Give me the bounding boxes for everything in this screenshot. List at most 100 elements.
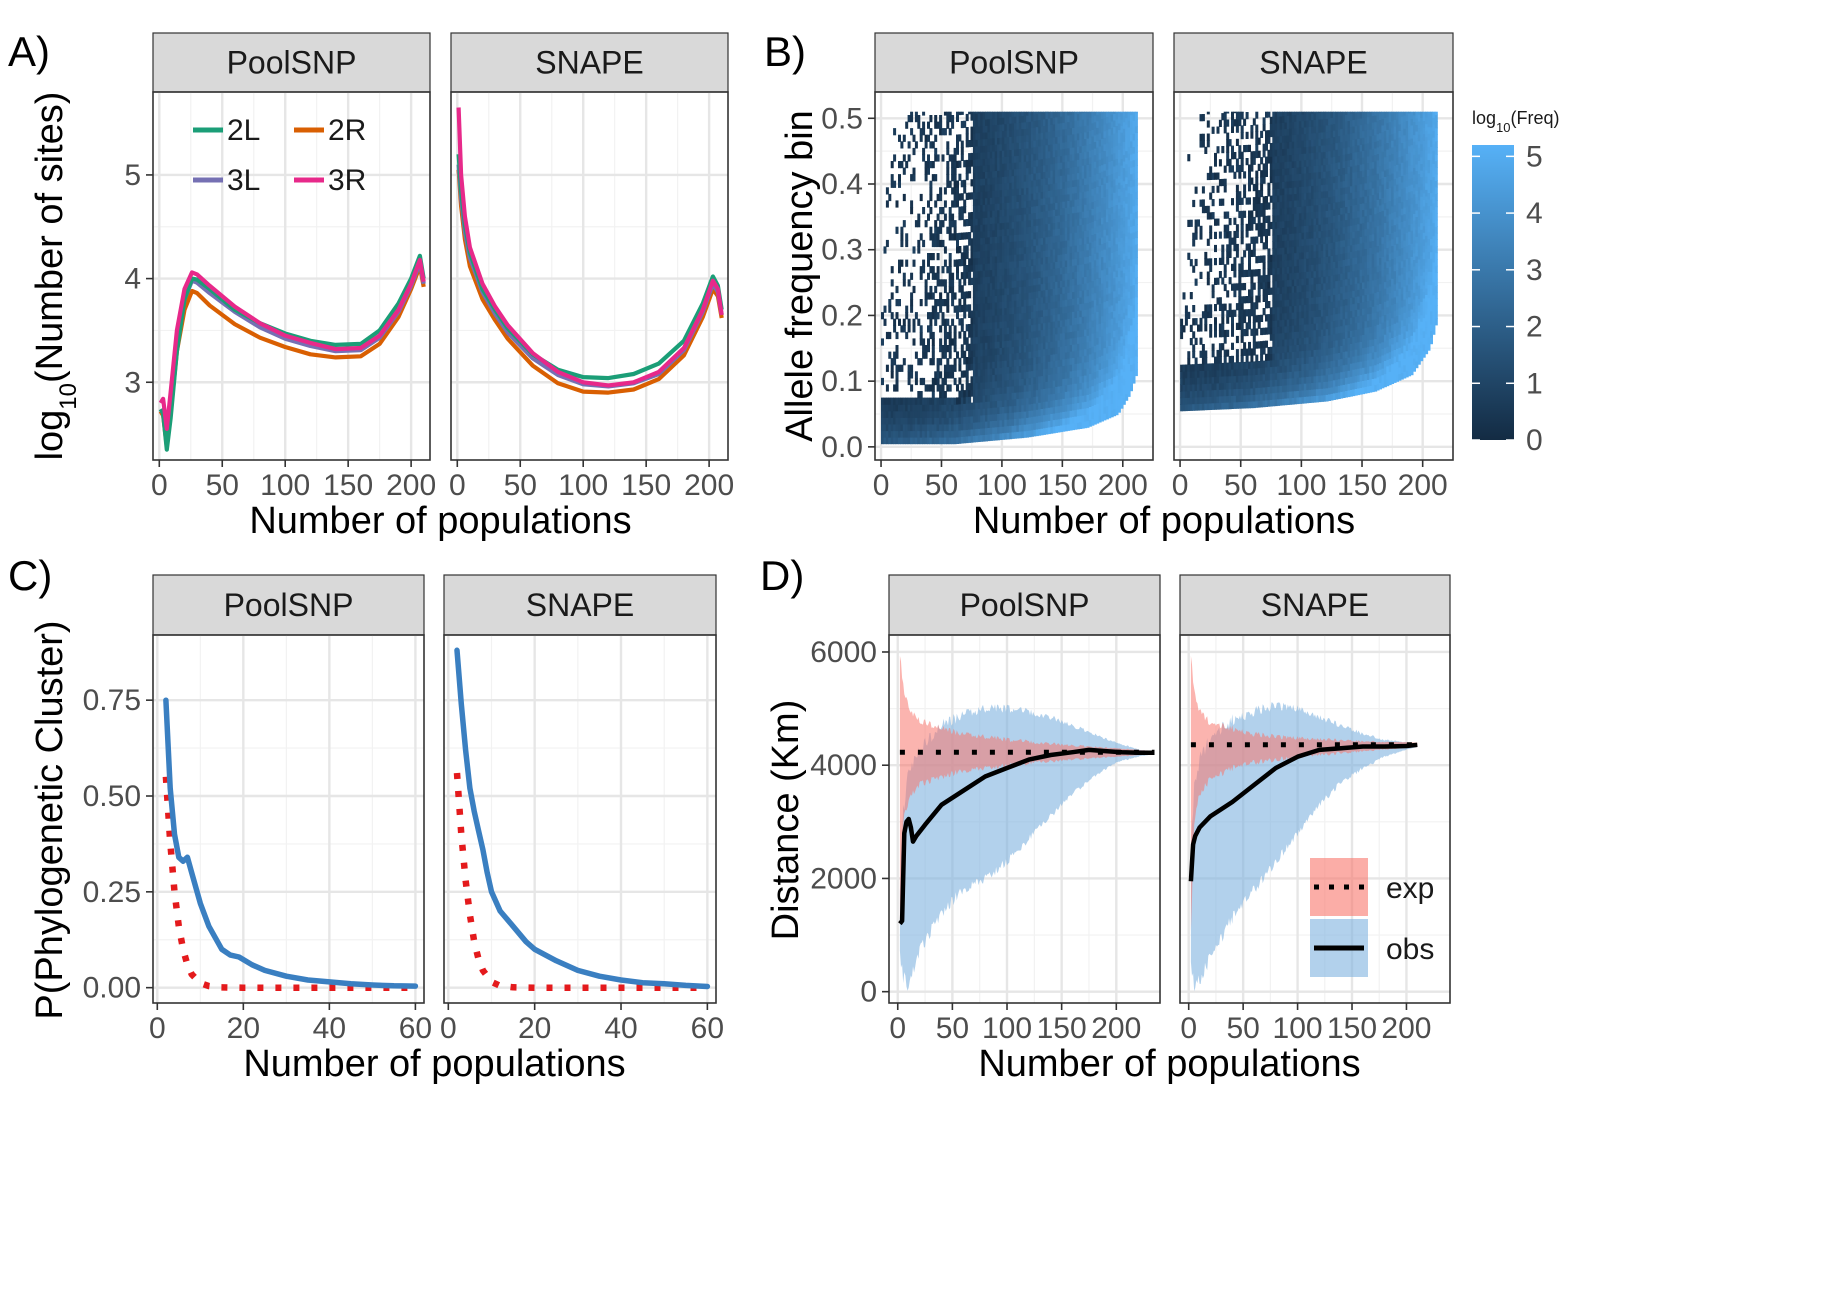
heatmap-cell — [1105, 346, 1109, 354]
heatmap-cell — [1001, 314, 1005, 322]
heatmap-cell — [951, 174, 955, 182]
heatmap-cell — [1001, 393, 1005, 401]
heatmap-cell — [943, 345, 947, 353]
heatmap-cell — [1079, 336, 1083, 344]
heatmap-cell — [1134, 217, 1138, 225]
heatmap-cell — [999, 262, 1003, 270]
heatmap-cell — [1050, 111, 1054, 119]
heatmap-cell — [1088, 334, 1092, 342]
heatmap-cell — [1016, 313, 1020, 321]
heatmap-cell — [1214, 382, 1217, 391]
heatmap-cell — [1035, 330, 1039, 338]
heatmap-cell — [1093, 134, 1097, 142]
heatmap-cell — [905, 259, 909, 267]
heatmap-cell — [1006, 241, 1010, 249]
heatmap-cell — [1009, 241, 1013, 249]
heatmap-cell — [1101, 282, 1104, 290]
heatmap-cell — [888, 305, 892, 313]
heatmap-cell — [1021, 111, 1025, 116]
heatmap-cell — [1035, 396, 1039, 404]
heatmap-cell — [898, 404, 901, 412]
heatmap-cell — [1067, 285, 1071, 293]
heatmap-cell — [972, 139, 976, 147]
heatmap-cell — [1245, 348, 1249, 356]
heatmap-cell — [1231, 165, 1234, 173]
heatmap-cell — [1238, 111, 1242, 113]
heatmap-cell — [1130, 154, 1133, 162]
heatmap-cell — [1006, 327, 1010, 335]
heatmap-cell — [985, 269, 988, 278]
heatmap-cell — [989, 302, 993, 310]
heatmap-cell — [982, 348, 986, 357]
heatmap-cell — [1072, 376, 1075, 385]
heatmap-cell — [943, 331, 947, 340]
heatmap-cell — [943, 200, 947, 208]
heatmap-cell — [895, 351, 899, 359]
heatmap-cell — [953, 187, 957, 195]
heatmap-cell — [1052, 288, 1056, 296]
heatmap-cell — [972, 264, 976, 272]
heatmap-cell — [1026, 338, 1030, 346]
heatmap-cell — [948, 285, 952, 294]
heatmap-cell — [1035, 389, 1039, 397]
heatmap-cell — [1067, 193, 1071, 201]
heatmap-cell — [1238, 401, 1242, 409]
x-axis-title: Number of populations — [249, 500, 631, 542]
heatmap-cell — [975, 224, 979, 232]
heatmap-cell — [929, 430, 933, 438]
heatmap-cell — [989, 210, 993, 218]
heatmap-cell — [989, 407, 993, 415]
heatmap-cell — [1043, 164, 1046, 172]
heatmap-cell — [1014, 208, 1017, 216]
heatmap-cell — [1028, 167, 1032, 175]
heatmap-cell — [985, 138, 988, 146]
heatmap-cell — [1103, 386, 1107, 395]
heatmap-cell — [1023, 404, 1027, 412]
heatmap-cell — [902, 220, 906, 228]
heatmap-cell — [1209, 389, 1213, 397]
heatmap-cell — [953, 180, 957, 188]
heatmap-cell — [934, 437, 938, 445]
heatmap-cell — [1084, 151, 1088, 159]
heatmap-cell — [1084, 158, 1088, 166]
heatmap-cell — [1098, 389, 1102, 397]
heatmap-cell — [946, 423, 950, 432]
heatmap-cell — [1252, 157, 1256, 165]
heatmap-cell — [1134, 276, 1138, 285]
heatmap-cell — [1011, 418, 1015, 426]
heatmap-cell — [997, 327, 1001, 336]
heatmap-cell — [982, 414, 986, 422]
heatmap-cell — [1059, 405, 1063, 413]
heatmap-cell — [1240, 355, 1244, 363]
heatmap-cell — [1209, 166, 1213, 174]
heatmap-cell — [1105, 215, 1109, 223]
heatmap-cell — [1231, 355, 1234, 363]
heatmap-cell — [994, 209, 998, 217]
heatmap-cell — [980, 309, 984, 317]
heatmap-cell — [1084, 197, 1088, 205]
heatmap-cell — [1091, 319, 1095, 328]
heatmap-cell — [1081, 316, 1085, 324]
heatmap-cell — [1030, 344, 1034, 352]
heatmap-cell — [1252, 374, 1256, 382]
heatmap-cell — [1257, 275, 1261, 283]
heatmap-cell — [977, 218, 981, 226]
heatmap-cell — [1035, 139, 1039, 147]
heatmap-cell — [1021, 233, 1025, 241]
heatmap-cell — [934, 200, 938, 208]
heatmap-cell — [1098, 323, 1102, 331]
heatmap-cell — [1108, 273, 1112, 281]
heatmap-cell — [1081, 355, 1085, 363]
heatmap-cell — [1004, 333, 1008, 341]
x-tick-label: 0 — [1172, 469, 1189, 502]
heatmap-cell — [1064, 417, 1068, 425]
heatmap-cell — [948, 404, 952, 412]
heatmap-cell — [997, 222, 1001, 230]
heatmap-cell — [994, 229, 998, 237]
heatmap-cell — [1062, 174, 1066, 182]
heatmap-cell — [1050, 406, 1054, 414]
heatmap-cell — [1043, 368, 1046, 376]
heatmap-cell — [936, 233, 940, 241]
heatmap-cell — [1043, 151, 1046, 159]
heatmap-cell — [1050, 334, 1054, 342]
